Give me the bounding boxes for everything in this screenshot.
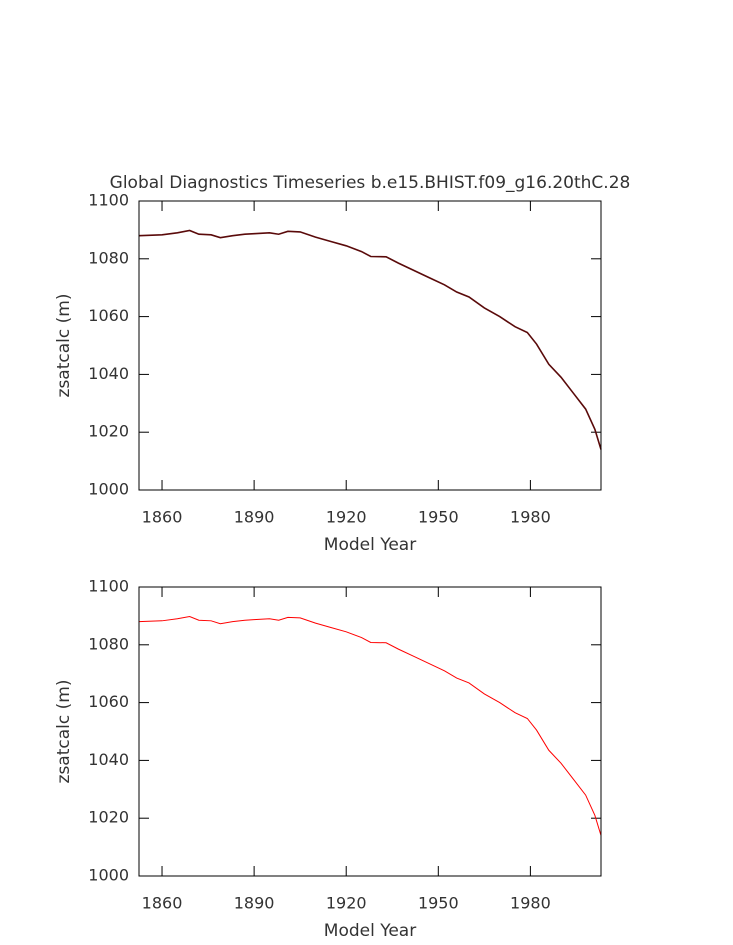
y-tick-label: 1040 (88, 750, 129, 769)
x-tick-label: 1890 (234, 894, 275, 913)
y-tick-label: 1000 (88, 866, 129, 885)
x-tick-label: 1980 (510, 508, 551, 527)
y-tick-label: 1040 (88, 364, 129, 383)
x-tick-label: 1860 (142, 508, 183, 527)
x-tick-label: 1950 (418, 508, 459, 527)
x-tick-label: 1920 (326, 894, 367, 913)
y-tick-label: 1060 (88, 692, 129, 711)
x-tick-label: 1920 (326, 508, 367, 527)
y-tick-label: 1020 (88, 808, 129, 827)
y-tick-label: 1080 (88, 248, 129, 267)
line-series (138, 615, 602, 836)
y-axis-label: zsatcalc (m) (54, 680, 74, 784)
plot-frame (138, 586, 602, 877)
line-series (138, 229, 602, 450)
y-tick-label: 1080 (88, 634, 129, 653)
y-tick-label: 1100 (88, 577, 129, 596)
x-axis-label: Model Year (324, 535, 416, 555)
y-tick-label: 1100 (88, 191, 129, 210)
x-tick-label: 1890 (234, 508, 275, 527)
chart-title: Global Diagnostics Timeseries b.e15.BHIS… (110, 173, 631, 193)
plot-frame (138, 200, 602, 491)
x-axis-label: Model Year (324, 921, 416, 941)
y-tick-label: 1020 (88, 422, 129, 441)
y-tick-label: 1000 (88, 480, 129, 499)
y-axis-label: zsatcalc (m) (54, 294, 74, 398)
x-tick-label: 1860 (142, 894, 183, 913)
x-tick-label: 1980 (510, 894, 551, 913)
y-tick-label: 1060 (88, 306, 129, 325)
x-tick-label: 1950 (418, 894, 459, 913)
